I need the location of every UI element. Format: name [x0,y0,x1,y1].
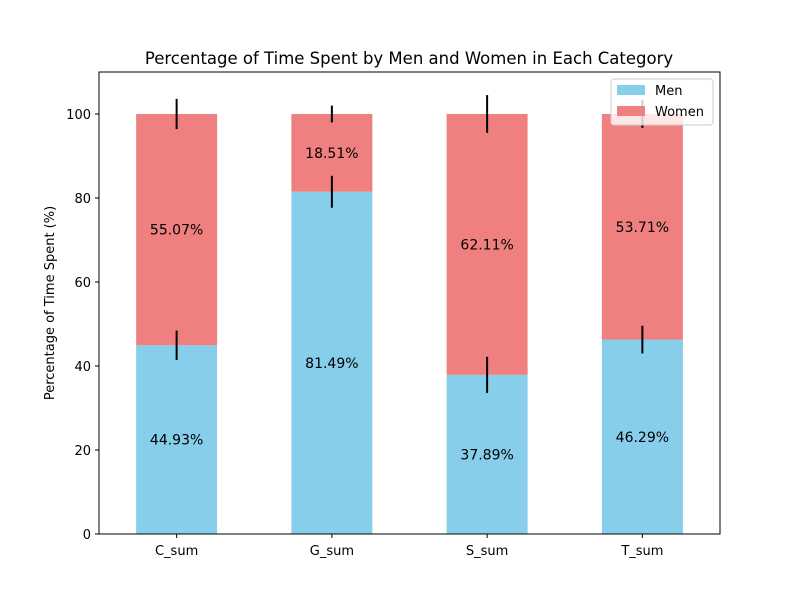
y-tick-label: 60 [74,276,91,291]
legend-swatch-men [617,85,645,95]
legend-label-men: Men [655,84,682,99]
legend-label-women: Women [655,105,704,120]
data-label-women: 18.51% [305,146,358,162]
y-axis-label: Percentage of Time Spent (%) [43,206,58,400]
x-tick-label: S_sum [466,544,508,559]
legend: Men Women [610,78,714,126]
data-label-men: 81.49% [305,356,358,372]
y-tick-label: 40 [74,360,91,375]
error-bars-layer [175,95,644,393]
data-label-men: 37.89% [460,447,513,463]
bar-women-t-sum [601,114,683,340]
bar-men-s-sum [446,374,528,534]
bar-women-c-sum [136,114,218,346]
bar-men-g-sum [291,191,373,534]
bar-men-c-sum [136,345,218,534]
plot-frame [98,71,721,535]
data-label-men: 46.29% [616,430,669,446]
x-axis: C_sum G_sum S_sum T_sum [155,534,663,559]
legend-swatch-women [617,106,645,116]
y-axis: 0 20 40 60 80 100 [66,108,99,543]
bar-men-t-sum [601,339,683,534]
x-tick-label: G_sum [310,544,354,559]
y-tick-label: 100 [66,108,91,123]
chart-title: Percentage of Time Spent by Men and Wome… [145,49,674,68]
y-tick-label: 0 [83,528,91,543]
y-tick-label: 80 [74,192,91,207]
bar-women-s-sum [446,114,528,375]
x-tick-label: T_sum [620,544,663,559]
y-tick-label: 20 [74,444,91,459]
data-label-women: 62.11% [460,237,513,253]
plot-area: 44.93% 55.07% 81.49% 18.51% 37.89% 62.11% 46.2… [136,95,683,534]
bar-labels-layer: 44.93% 55.07% 81.49% 18.51% 37.89% 62.11% 46.2… [150,146,669,464]
data-label-women: 55.07% [150,223,203,239]
bars-layer [136,114,683,534]
data-label-women: 53.71% [616,220,669,236]
data-label-men: 44.93% [150,433,203,449]
x-tick-label: C_sum [155,544,198,559]
